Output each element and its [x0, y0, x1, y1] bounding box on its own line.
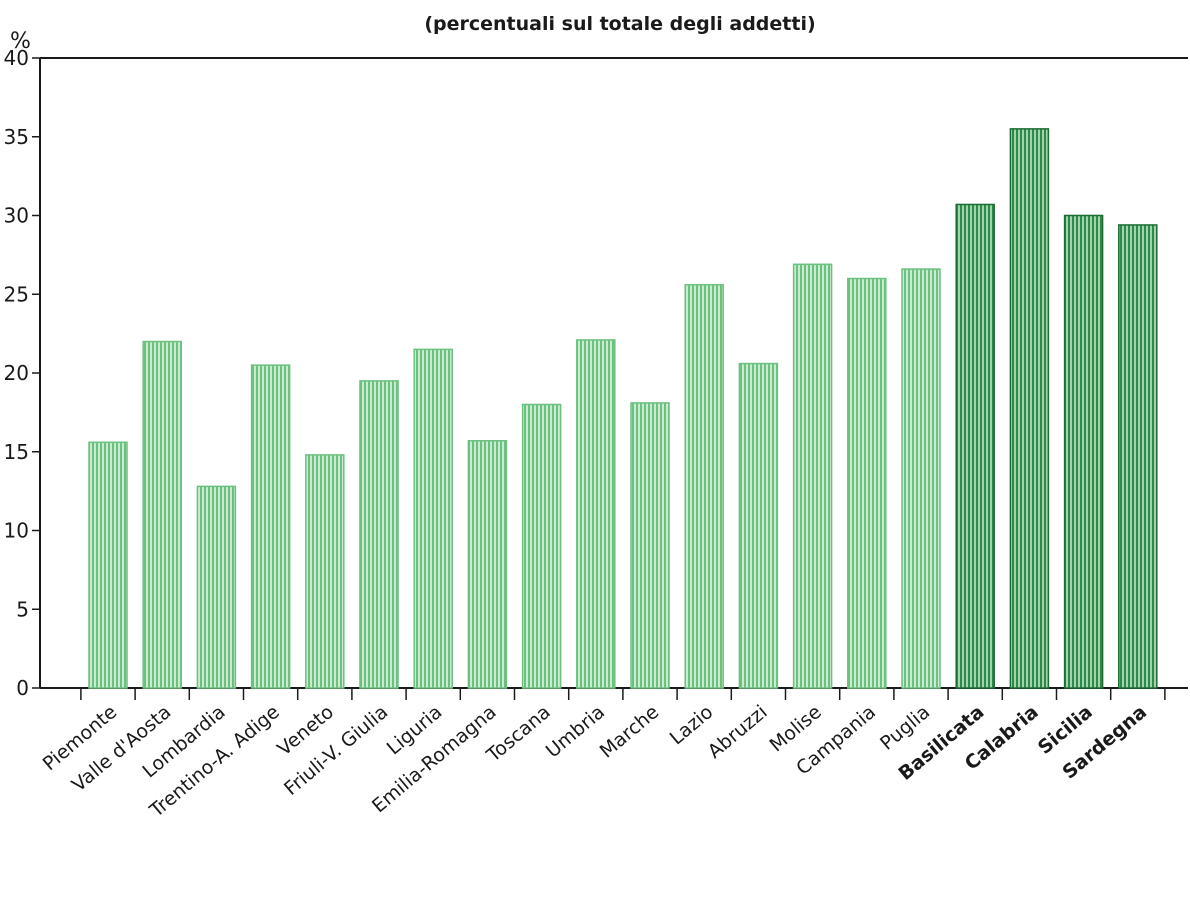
y-tick-label: 25	[4, 282, 29, 306]
x-axis	[40, 687, 1188, 700]
bar-lombardia	[196, 485, 237, 689]
y-unit-label: %	[10, 29, 31, 54]
y-tick-label: 40	[4, 46, 29, 70]
bar-puglia	[901, 268, 941, 689]
y-tick-label: 0	[16, 676, 29, 700]
bar-umbria	[576, 339, 616, 689]
x-tick-label: Umbria	[542, 701, 609, 762]
bar-basilicata	[955, 203, 995, 689]
bar-piemonte	[88, 441, 128, 689]
bar-liguria	[413, 348, 453, 689]
y-tick-label: 35	[4, 125, 29, 149]
bar-marche	[630, 402, 670, 689]
bar-campania	[847, 277, 887, 689]
x-tick-label: Abruzzi	[704, 701, 772, 763]
x-tick-label: Marche	[596, 701, 663, 763]
bar-calabria	[1009, 128, 1050, 689]
bar-trentino-a-adige	[250, 364, 291, 689]
y-tick-label: 20	[4, 361, 29, 385]
bar-sicilia	[1063, 214, 1104, 689]
y-tick-label: 30	[4, 204, 29, 228]
bar-sardegna	[1118, 224, 1158, 689]
bar-toscana	[521, 403, 562, 689]
bar-abruzzi	[738, 362, 779, 689]
y-tick-label: 10	[4, 519, 29, 543]
y-tick-label: 15	[4, 440, 29, 464]
y-tick-label: 5	[16, 597, 29, 621]
bar-veneto	[305, 454, 345, 689]
y-axis: 0 5 10 15 20 25 30 35 40	[4, 46, 41, 700]
bar-friuli-v-giulia	[359, 380, 399, 689]
bars	[88, 128, 1158, 689]
bar-emilia-romagna	[467, 439, 508, 689]
bar-molise	[792, 263, 833, 689]
bar-lazio	[684, 284, 724, 689]
bar-valle-d-aosta	[142, 340, 182, 689]
chart-subtitle: (percentuali sul totale degli addetti)	[424, 13, 815, 35]
